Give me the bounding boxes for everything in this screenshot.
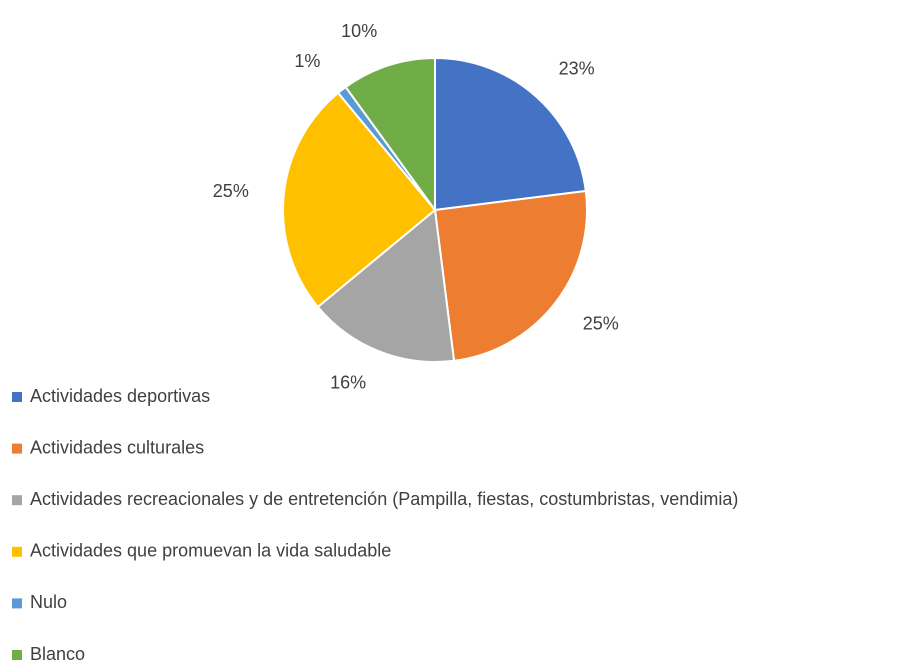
legend-label: Nulo [30,592,67,612]
legend-swatch [12,392,22,402]
legend-label: Actividades que promuevan la vida saluda… [30,541,391,561]
data-label: 10% [341,21,377,41]
data-label: 25% [213,181,249,201]
pie-slice [344,56,436,214]
legend-swatch [12,443,22,454]
legend-label: Actividades recreacionales y de entreten… [30,489,738,509]
legend-label: Actividades deportivas [30,386,210,406]
data-label: 23% [559,58,595,78]
pie-slice [433,189,588,362]
data-label: 1% [294,51,320,71]
legend-label: Blanco [30,644,85,664]
data-label: 25% [583,313,619,333]
legend-swatch [12,650,22,660]
legend-swatch [12,598,22,609]
pie-slice [316,208,456,363]
pie-slice [282,91,437,309]
data-label: 16% [330,373,366,393]
pie-slice [434,56,587,212]
legend-swatch [12,495,22,506]
legend-swatch [12,546,22,557]
legend-label: Actividades culturales [30,437,204,457]
